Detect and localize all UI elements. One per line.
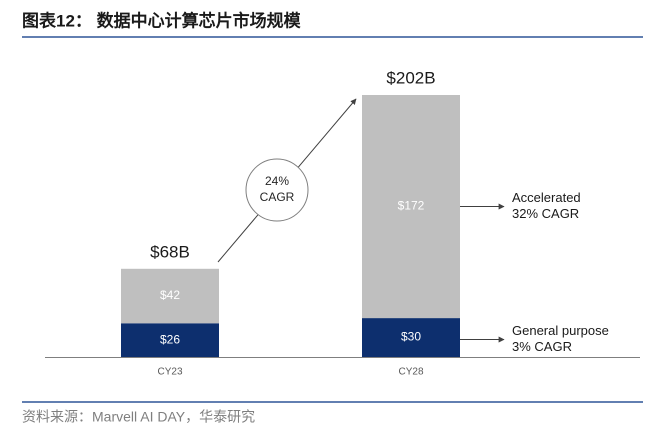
cagr-text: 24% — [265, 174, 289, 188]
value-label: $42 — [160, 288, 180, 302]
chart-title: 图表12： 数据中心计算芯片市场规模 — [22, 10, 302, 30]
bar-segment — [362, 95, 460, 319]
series-cagr: 3% CAGR — [512, 339, 572, 354]
source: 资料来源：Marvell AI DAY，华泰研究 — [22, 409, 255, 425]
bar-segment — [362, 318, 460, 357]
total-label: $202B — [386, 68, 435, 87]
x-tick-label: CY23 — [157, 367, 182, 378]
total-label: $68B — [150, 242, 190, 261]
value-label: $26 — [160, 332, 180, 346]
series-name: Accelerated — [512, 190, 581, 205]
series-cagr: 32% CAGR — [512, 206, 579, 221]
bar-segment — [121, 268, 219, 324]
value-label: $172 — [398, 199, 425, 213]
x-tick-label: CY28 — [398, 367, 423, 378]
series-name: General purpose — [512, 323, 609, 338]
bar-segment — [121, 323, 219, 357]
value-label: $30 — [401, 330, 421, 344]
cagr-text: CAGR — [260, 190, 295, 204]
cagr-circle — [245, 158, 309, 222]
